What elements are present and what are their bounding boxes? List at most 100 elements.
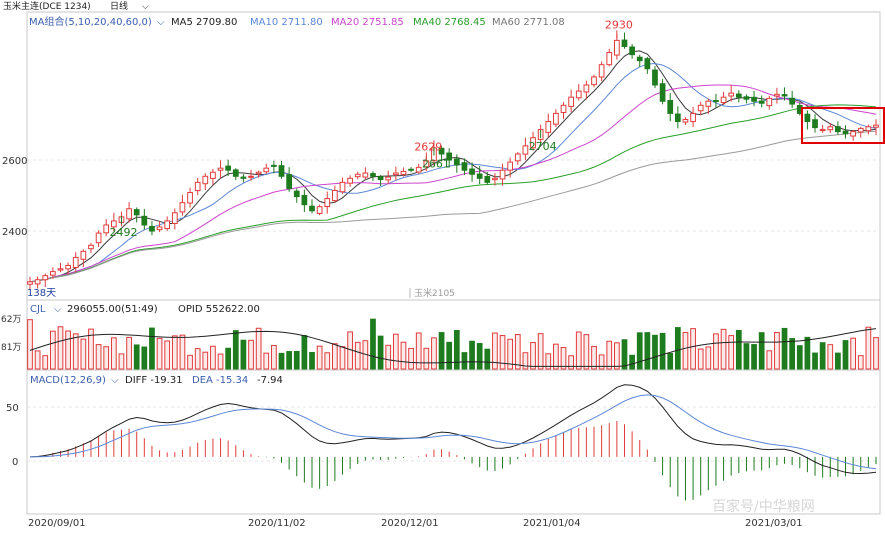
macd-diff-line <box>29 384 877 475</box>
chevron-down-icon[interactable]: ⌵ <box>142 2 149 12</box>
candle-up <box>88 244 94 250</box>
candle-up <box>385 176 392 181</box>
macd-histogram <box>37 420 877 501</box>
candle-down <box>659 83 666 102</box>
volume-bar-down <box>240 339 247 370</box>
candle-up <box>766 97 773 107</box>
volume-bar-up <box>720 328 727 370</box>
date-label: 2020/12/01 <box>381 518 439 529</box>
volume-bar-down <box>225 347 232 370</box>
candle-up <box>865 126 872 132</box>
volume-bar-up <box>179 334 186 370</box>
candle-down <box>293 190 300 198</box>
volume-bar-down <box>758 332 765 370</box>
candle-up <box>50 271 56 276</box>
chevron-down-icon[interactable]: ⌵ <box>157 17 165 28</box>
candle-up <box>682 118 689 123</box>
candle-up <box>514 153 521 162</box>
candle-down <box>225 165 232 171</box>
price-annotation: 2492 <box>109 226 137 239</box>
cjl-label[interactable]: CJL <box>30 304 46 315</box>
open-interest-line <box>29 328 877 367</box>
volume-bar-down <box>789 338 796 370</box>
candle-up <box>248 175 254 178</box>
candle-down <box>149 225 155 232</box>
volume-bar-up <box>332 343 338 370</box>
candle-down <box>842 130 849 135</box>
volume-tick-62: 62万 <box>1 315 21 325</box>
volume-bar-down <box>835 352 841 370</box>
volume-bar-up <box>583 334 590 370</box>
chevron-down-icon[interactable]: ⌵ <box>111 375 119 386</box>
cjl-opid-value: OPID 552622.00 <box>178 304 260 315</box>
volume-bar-down <box>819 342 826 370</box>
volume-bar-down <box>149 327 155 370</box>
ma10-value: MA10 2711.80 <box>250 17 323 28</box>
macd-tick-0: 0 <box>12 457 18 468</box>
volume-bar-up <box>606 340 613 370</box>
ma60-value: MA60 2771.08 <box>492 17 565 28</box>
candle-down <box>446 152 453 161</box>
ma40-value: MA40 2768.45 <box>413 17 486 28</box>
candle-up <box>423 160 430 168</box>
volume-bar-up <box>499 335 506 370</box>
volume-bar-down <box>446 341 453 370</box>
period-selector[interactable]: 日线 <box>110 0 128 12</box>
candle-down <box>438 147 445 155</box>
candle-up <box>263 167 270 173</box>
volume-bar-up <box>88 328 94 370</box>
candle-down <box>621 39 628 47</box>
candle-down <box>674 113 681 123</box>
chevron-down-icon[interactable]: ⌵ <box>54 304 62 315</box>
candle-up <box>324 198 331 208</box>
candles <box>27 32 879 290</box>
candle-up <box>606 52 613 66</box>
volume-bar-down <box>629 354 635 370</box>
volume-bar-down <box>781 327 788 370</box>
volume-bar-up <box>827 344 834 370</box>
volume-bar-up <box>392 333 399 370</box>
volume-bar-down <box>141 346 148 370</box>
date-label: 2021/01/04 <box>523 518 581 529</box>
candle-up <box>187 192 193 204</box>
volume-bar-up <box>568 355 574 370</box>
volume-bar-up <box>614 342 620 370</box>
candle-down <box>408 168 414 171</box>
candle-up <box>857 127 864 133</box>
volume-bar-up <box>492 332 498 370</box>
volume-bar-up <box>385 344 392 370</box>
candle-up <box>728 92 735 97</box>
candle-down <box>286 174 292 189</box>
volume-bar-up <box>705 346 712 370</box>
candle-up <box>95 232 102 244</box>
candle-up <box>690 112 696 123</box>
candle-down <box>644 58 651 70</box>
price-tick-2400: 2400 <box>2 227 27 238</box>
volume-bar-up <box>514 334 521 370</box>
ma-lines <box>29 50 877 283</box>
macd-label[interactable]: MACD(12,26,9) <box>30 375 106 386</box>
volume-bar-up <box>72 333 79 370</box>
candle-up <box>827 126 834 131</box>
ma-group-label[interactable]: MA组合(5,10,20,40,60,0) <box>29 15 152 28</box>
candle-up <box>194 181 201 192</box>
ma20-value: MA20 2751.85 <box>331 17 404 28</box>
volume-bar-up <box>156 337 163 370</box>
price-panel-frame <box>26 11 881 301</box>
candle-up <box>774 93 780 97</box>
candle-up <box>332 189 338 202</box>
candle-down <box>743 96 750 100</box>
volume-bar-up <box>27 319 33 370</box>
candle-down <box>240 176 247 179</box>
date-axis: 2020/09/01 2020/11/02 2020/12/01 2021/01… <box>28 518 803 529</box>
candle-down <box>667 100 674 114</box>
volume-bar-up <box>187 354 193 370</box>
candle-up <box>705 100 712 107</box>
volume-bar-up <box>575 331 582 370</box>
candle-down <box>751 96 757 102</box>
volume-bar-down <box>377 335 384 370</box>
macd-panel: MACD(12,26,9) ⌵ DIFF -19.31 DEA -15.34 -… <box>6 369 881 515</box>
candle-up <box>179 202 186 213</box>
candle-up <box>34 279 41 285</box>
